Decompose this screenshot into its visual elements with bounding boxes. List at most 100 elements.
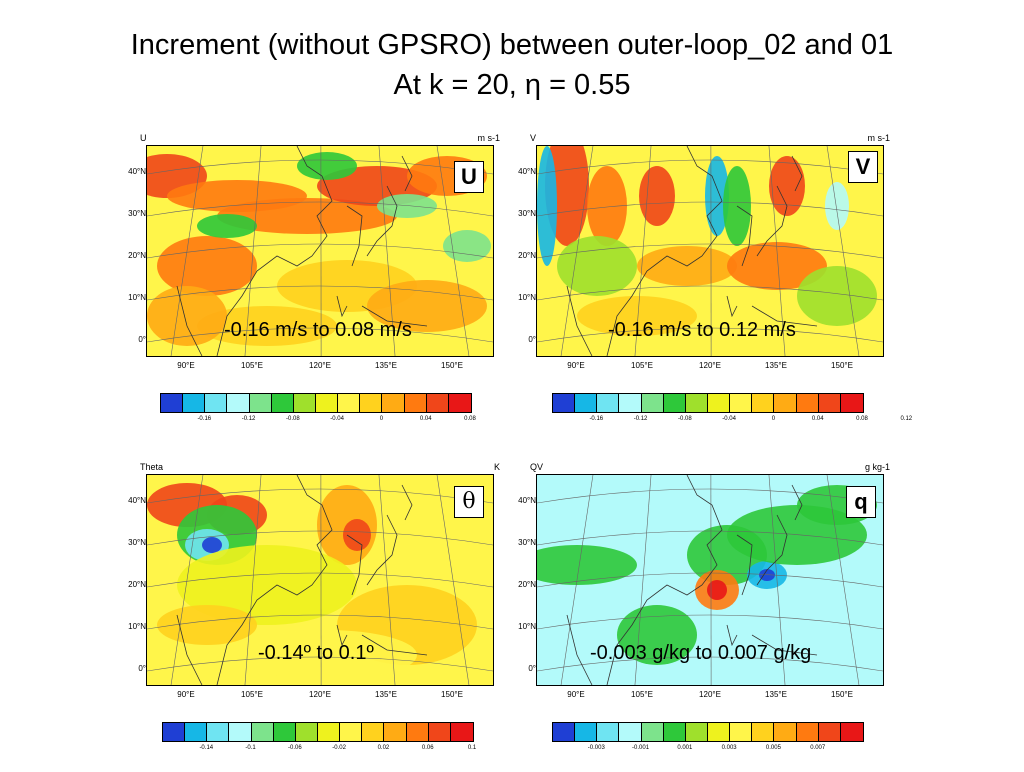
longitude-label: 105°E <box>625 361 659 370</box>
longitude-label: 150°E <box>825 361 859 370</box>
latitude-label: 20°N <box>508 251 536 260</box>
colorbar-swatch <box>664 394 686 412</box>
field-contour <box>157 236 257 296</box>
panel-badge: q <box>846 486 876 518</box>
panel-variable-name: Theta <box>140 462 163 472</box>
longitude-label: 90°E <box>169 361 203 370</box>
latitude-label: 10°N <box>118 293 146 302</box>
field-contour <box>707 580 727 600</box>
colorbar-tick-label: 0.04 <box>416 416 436 422</box>
panel-variable-name: U <box>140 133 147 143</box>
colorbar-swatch <box>708 394 730 412</box>
colorbar-swatch <box>227 394 249 412</box>
colorbar-swatch <box>451 723 473 741</box>
colorbar-swatch <box>730 723 752 741</box>
colorbar-swatch <box>318 723 340 741</box>
colorbar-swatch <box>185 723 207 741</box>
field-contour <box>557 236 637 296</box>
latitude-label: 30°N <box>118 209 146 218</box>
panel-variable-name: V <box>530 133 536 143</box>
latitude-label: 40°N <box>118 496 146 505</box>
field-contour <box>537 146 557 266</box>
colorbar-u <box>160 393 472 413</box>
colorbar-tick-label: 0.005 <box>763 745 783 751</box>
latitude-label: 30°N <box>118 538 146 547</box>
colorbar-tick-label: 0.1 <box>462 745 482 751</box>
field-contour <box>197 214 257 238</box>
panel-qv: QV g kg-1 q -0.003 g/kg to 0.007 g/kg 40… <box>530 462 890 772</box>
colorbar-swatch <box>553 723 575 741</box>
longitude-label: 120°E <box>693 361 727 370</box>
latitude-label: 30°N <box>508 538 536 547</box>
colorbar-swatch <box>405 394 427 412</box>
latitude-label: 0° <box>118 664 146 673</box>
latitude-label: 10°N <box>508 622 536 631</box>
longitude-label: 105°E <box>625 690 659 699</box>
panel-badge: V <box>848 151 878 183</box>
colorbar-tick-label: 0.08 <box>460 416 480 422</box>
panel-badge: θ <box>454 486 484 518</box>
panel-variable-name: QV <box>530 462 543 472</box>
field-contour <box>797 266 877 326</box>
field-contour <box>147 286 227 346</box>
colorbar-tick-label: -0.1 <box>241 745 261 751</box>
longitude-label: 135°E <box>759 361 793 370</box>
latitude-label: 0° <box>508 335 536 344</box>
colorbar-swatch <box>229 723 251 741</box>
colorbar-tick-label: -0.001 <box>631 745 651 751</box>
colorbar-swatch <box>382 394 404 412</box>
colorbar-swatch <box>664 723 686 741</box>
latitude-label: 0° <box>508 664 536 673</box>
colorbar-swatch <box>362 723 384 741</box>
colorbar-v <box>552 393 864 413</box>
colorbar-swatch <box>250 394 272 412</box>
colorbar-swatch <box>686 723 708 741</box>
latitude-label: 20°N <box>118 580 146 589</box>
colorbar-swatch <box>730 394 752 412</box>
colorbar-tick-label: -0.04 <box>327 416 347 422</box>
colorbar-tick-label: -0.14 <box>196 745 216 751</box>
colorbar-tick-label: 0 <box>763 416 783 422</box>
colorbar-swatch <box>294 394 316 412</box>
colorbar-tick-label: -0.12 <box>631 416 651 422</box>
colorbar-qv <box>552 722 864 742</box>
colorbar-swatch <box>597 394 619 412</box>
colorbar-swatch <box>296 723 318 741</box>
colorbar-tick-label: 0.04 <box>808 416 828 422</box>
field-contour <box>639 166 675 226</box>
longitude-label: 120°E <box>303 361 337 370</box>
colorbar-theta <box>162 722 474 742</box>
range-text: -0.003 g/kg to 0.007 g/kg <box>590 642 811 665</box>
colorbar-swatch <box>619 394 641 412</box>
colorbar-swatch <box>752 723 774 741</box>
colorbar-tick-label: -0.16 <box>586 416 606 422</box>
colorbar-swatch <box>819 394 841 412</box>
colorbar-swatch <box>841 723 863 741</box>
panel-units: K <box>494 462 500 472</box>
figure-title-line2: At k = 20, η = 0.55 <box>0 68 1024 102</box>
colorbar-swatch <box>384 723 406 741</box>
longitude-label: 120°E <box>693 690 727 699</box>
range-text: -0.16 m/s to 0.08 m/s <box>224 319 412 342</box>
longitude-label: 150°E <box>435 690 469 699</box>
colorbar-swatch <box>708 723 730 741</box>
latitude-label: 20°N <box>508 580 536 589</box>
colorbar-swatch <box>774 394 796 412</box>
panel-units: m s-1 <box>868 133 891 143</box>
colorbar-swatch <box>163 723 185 741</box>
latitude-label: 30°N <box>508 209 536 218</box>
colorbar-swatch <box>752 394 774 412</box>
colorbar-tick-label: 0.007 <box>808 745 828 751</box>
colorbar-tick-label: 0.06 <box>418 745 438 751</box>
colorbar-swatch <box>429 723 451 741</box>
colorbar-swatch <box>619 723 641 741</box>
latitude-label: 0° <box>118 335 146 344</box>
colorbar-tick-label: 0.08 <box>852 416 872 422</box>
latitude-label: 40°N <box>118 167 146 176</box>
colorbar-swatch <box>252 723 274 741</box>
colorbar-swatch <box>207 723 229 741</box>
colorbar-tick-label: -0.08 <box>675 416 695 422</box>
latitude-label: 20°N <box>118 251 146 260</box>
colorbar-swatch <box>774 723 796 741</box>
